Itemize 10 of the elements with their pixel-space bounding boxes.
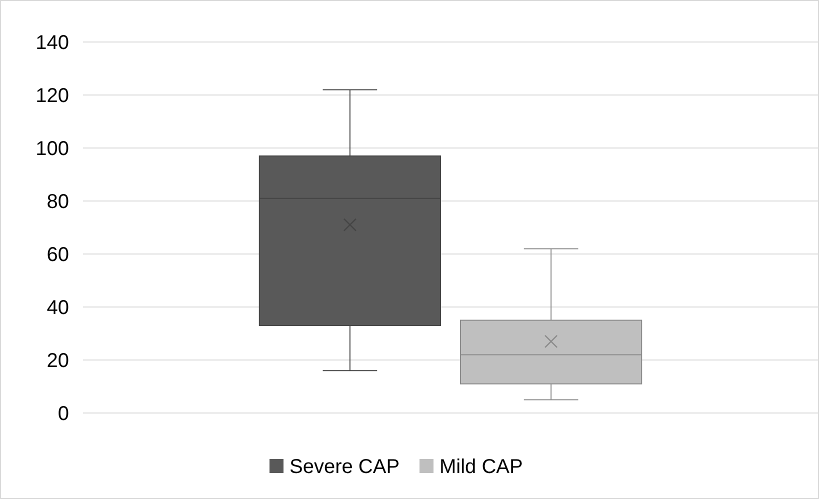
y-tick-label: 40 [46,297,69,319]
y-tick-label: 0 [58,403,69,425]
legend-label: Severe CAP [290,456,400,478]
y-tick-label: 60 [46,244,69,266]
legend-label: Mild CAP [440,456,523,478]
y-tick-label: 120 [36,85,69,107]
y-tick-label: 140 [36,32,69,54]
y-tick-label: 100 [36,138,69,160]
y-tick-label: 80 [46,191,69,213]
y-tick-label: 20 [46,350,69,372]
